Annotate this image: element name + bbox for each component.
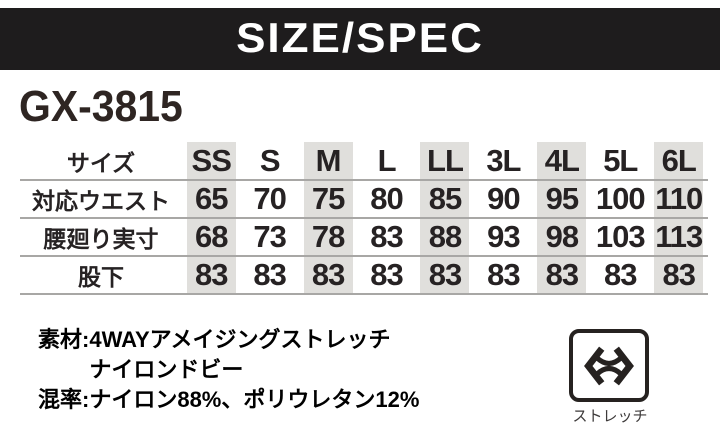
spec-table-body: サイズ SS S M L LL 3L 4L 5L 6L 対応ウエスト 65 70 75 80 85 90 95 10… — [20, 142, 708, 294]
spec-table: サイズ SS S M L LL 3L 4L 5L 6L 対応ウエスト 65 70 75 80 85 90 95 10… — [20, 142, 708, 295]
value-cell: 93 — [487, 219, 520, 254]
material-value: 4WAYアメイジングストレッチ ナイロンドビー — [89, 325, 390, 385]
value-cell: 70 — [253, 181, 286, 216]
banner-title: SIZE/SPEC — [236, 15, 484, 62]
size-header-cell: S — [259, 142, 281, 178]
size-header-cell: 6L — [649, 142, 708, 180]
row-label-cell: サイズ — [66, 149, 136, 176]
value-cell: 100 — [595, 181, 646, 216]
value-cell: 80 — [370, 181, 403, 216]
value-cell: 83 — [649, 256, 708, 294]
value-cell: 83 — [182, 256, 241, 294]
size-spec-table-wrap: サイズ SS S M L LL 3L 4L 5L 6L 対応ウエスト 65 70 75 80 85 90 95 10… — [20, 142, 708, 295]
value-cell: 83 — [604, 257, 637, 292]
value-cell: 83 — [370, 257, 403, 292]
row-label-cell: 対応ウエスト — [32, 188, 170, 214]
table-row: 対応ウエスト 65 70 75 80 85 90 95 100 110 — [20, 180, 708, 218]
material-row: 素材: 4WAYアメイジングストレッチ ナイロンドビー — [38, 325, 419, 385]
row-label-cell: 腰廻り実寸 — [43, 226, 159, 252]
value-cell: 83 — [415, 256, 475, 294]
value-cell: 83 — [298, 256, 358, 294]
value-cell: 95 — [532, 180, 592, 218]
value-cell: 103 — [595, 219, 646, 254]
size-header-cell: SS — [182, 142, 241, 180]
stretch-feature: ストレッチ — [569, 329, 651, 426]
size-spec-banner: SIZE/SPEC — [0, 8, 720, 70]
blend-value: ナイロン88%、ポリウレタン12% — [89, 387, 420, 412]
value-cell: 83 — [253, 257, 286, 292]
value-cell: 113 — [649, 218, 708, 256]
stretch-arrow-icon — [584, 346, 634, 385]
stretch-feature-box — [569, 329, 649, 402]
value-cell: 88 — [415, 218, 475, 256]
size-header-cell: 4L — [532, 142, 592, 180]
value-cell: 90 — [487, 181, 520, 216]
value-cell: 78 — [298, 218, 358, 256]
value-cell: 83 — [370, 219, 403, 254]
size-header-cell: LL — [415, 142, 475, 180]
value-cell: 65 — [182, 180, 241, 218]
size-header-cell: 3L — [486, 142, 521, 178]
material-line1: 4WAYアメイジングストレッチ — [89, 327, 391, 352]
size-header-cell: M — [298, 142, 358, 180]
table-row: サイズ SS S M L LL 3L 4L 5L 6L — [20, 142, 708, 180]
blend-label: 混率: — [38, 387, 90, 412]
stretch-feature-label: ストレッチ — [572, 408, 648, 425]
table-row: 股下 83 83 83 83 83 83 83 83 83 — [20, 256, 708, 294]
value-cell: 83 — [532, 256, 592, 294]
blend-row: 混率: ナイロン88%、ポリウレタン12% — [38, 385, 419, 415]
value-cell: 75 — [298, 180, 358, 218]
table-row: 腰廻り実寸 68 73 78 83 88 93 98 103 113 — [20, 218, 708, 256]
size-header-cell: 5L — [603, 142, 638, 178]
material-details: 素材: 4WAYアメイジングストレッチ ナイロンドビー 混率: ナイロン88%、… — [38, 325, 419, 415]
value-cell: 110 — [649, 180, 708, 218]
row-label-cell: 股下 — [78, 264, 124, 290]
value-cell: 98 — [532, 218, 592, 256]
value-cell: 68 — [182, 218, 241, 256]
material-line2: ナイロンドビー — [89, 357, 244, 382]
value-cell: 85 — [415, 180, 475, 218]
value-cell: 83 — [487, 257, 520, 292]
product-code: GX-3815 — [19, 82, 183, 131]
value-cell: 73 — [253, 219, 286, 254]
material-label: 素材: — [38, 327, 90, 352]
size-header-cell: L — [377, 142, 397, 178]
